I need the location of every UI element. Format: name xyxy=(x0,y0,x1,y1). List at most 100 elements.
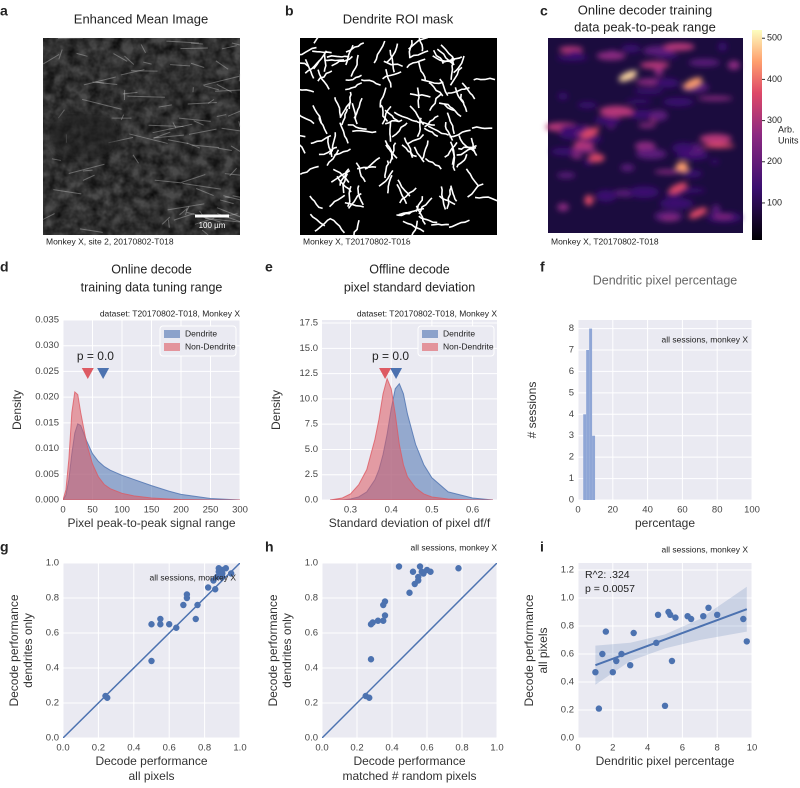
legend-swatch xyxy=(164,343,180,351)
chart-title: Offline decode xyxy=(369,262,449,276)
scatter-point xyxy=(194,602,200,608)
x-tick-label: 0.0 xyxy=(56,743,69,754)
x-tick-label: 6 xyxy=(680,743,685,754)
hist-bar xyxy=(583,414,586,500)
x-tick-label: 0.8 xyxy=(198,743,211,754)
scatter-point xyxy=(627,662,633,668)
y-tick-label: 0.2 xyxy=(305,698,318,709)
scatter-point xyxy=(157,616,163,622)
scatter-point xyxy=(410,569,416,575)
heat-blob xyxy=(597,51,626,60)
y-tick-label: 0.4 xyxy=(305,663,318,674)
heat-blob xyxy=(620,164,634,171)
y-tick-label: 15.0 xyxy=(300,343,319,354)
chart-title: Online decode xyxy=(111,262,192,276)
y-tick-label: 0.8 xyxy=(305,593,318,604)
p-value: p = 0.0 xyxy=(372,349,409,363)
colorbar-tick-label: 500 xyxy=(767,33,782,43)
heat-blob xyxy=(703,143,734,148)
y-axis-label: # sessions xyxy=(525,382,539,439)
x-axis-label: Decode performance xyxy=(353,754,465,768)
colorbar xyxy=(752,30,762,240)
roi-segment xyxy=(431,224,449,225)
y-tick-label: 6 xyxy=(569,366,574,377)
x-tick-label: 10 xyxy=(747,743,758,754)
hist-bar xyxy=(586,350,589,500)
x-axis-label: all pixels xyxy=(128,769,174,783)
scatter-point xyxy=(180,602,186,608)
scatter-point xyxy=(427,569,433,575)
scatter-point xyxy=(382,598,388,604)
x-tick-label: 4 xyxy=(645,743,650,754)
y-tick-label: 1.0 xyxy=(305,558,318,569)
hist-bar xyxy=(592,436,595,500)
x-axis-label: Dendritic pixel percentage xyxy=(596,754,735,768)
y-tick-label: 0 xyxy=(569,495,574,506)
y-tick-label: 2 xyxy=(569,452,574,463)
scatter-point xyxy=(603,628,609,634)
scatter-point xyxy=(104,695,110,701)
x-tick-label: 0.0 xyxy=(315,743,328,754)
x-tick-label: 0.4 xyxy=(385,743,398,754)
scatter-point xyxy=(599,651,605,657)
heat-blob xyxy=(571,148,597,153)
x-tick-label: 40 xyxy=(642,505,653,516)
chart-note: all sessions, monkey X xyxy=(411,542,498,552)
heat-blob xyxy=(713,215,734,219)
scatter-point xyxy=(148,621,154,627)
x-tick-label: 2 xyxy=(610,743,615,754)
chart-title: pixel standard deviation xyxy=(344,280,475,294)
heat-blob xyxy=(557,172,576,178)
stat-text: R^2: .324 xyxy=(585,569,630,581)
heat-blob xyxy=(640,61,669,68)
x-tick-label: 0.6 xyxy=(420,743,433,754)
y-axis-label: Decode performance xyxy=(7,594,21,706)
y-tick-label: 0.2 xyxy=(561,705,574,716)
heat-blob xyxy=(634,88,664,94)
panel-letter: c xyxy=(540,3,548,19)
chart-note: all sessions, monkey X xyxy=(662,544,749,554)
heat-blob xyxy=(626,99,652,104)
y-tick-label: 5 xyxy=(569,387,574,398)
heat-blob xyxy=(589,154,605,163)
x-tick-label: 0.6 xyxy=(163,743,176,754)
chart-title: training data tuning range xyxy=(81,280,223,294)
y-tick-label: 8 xyxy=(569,323,574,334)
scatter-point xyxy=(669,658,675,664)
heat-blob xyxy=(621,45,640,53)
heat-blob xyxy=(660,198,694,210)
heat-blob xyxy=(663,43,694,51)
x-tick-label: 1.0 xyxy=(233,743,246,754)
panel-title: Enhanced Mean Image xyxy=(74,11,208,26)
image-fiber xyxy=(181,48,208,49)
y-tick-label: 4 xyxy=(569,409,574,420)
heat-blob xyxy=(710,160,719,164)
y-axis-label: Decode performance xyxy=(266,594,280,706)
chart-note: dataset: T20170802-T018, Monkey X xyxy=(100,308,241,318)
scatter-point xyxy=(455,565,461,571)
colorbar-tick-label: 400 xyxy=(767,74,782,84)
y-tick-label: 0.6 xyxy=(561,649,574,660)
scatter-point xyxy=(366,695,372,701)
x-tick-label: 100 xyxy=(114,505,130,516)
legend-label: Dendrite xyxy=(185,328,217,338)
x-tick-label: 1.0 xyxy=(490,743,503,754)
heat-blob xyxy=(663,98,694,107)
hist-bar xyxy=(589,329,592,500)
y-tick-label: 1.0 xyxy=(561,593,574,604)
heat-blob xyxy=(599,106,633,117)
x-tick-label: 0 xyxy=(60,505,65,516)
y-tick-label: 0.8 xyxy=(46,593,59,604)
x-tick-label: 0.2 xyxy=(92,743,105,754)
panel-letter: e xyxy=(265,259,273,275)
y-tick-label: 0.2 xyxy=(46,698,59,709)
legend-label: Dendrite xyxy=(443,328,475,338)
scatter-point xyxy=(744,638,750,644)
y-tick-label: 0.0 xyxy=(46,733,59,744)
scatter-point xyxy=(396,563,402,569)
x-tick-label: 0 xyxy=(575,743,580,754)
panel-letter: a xyxy=(0,3,8,19)
y-tick-label: 0.4 xyxy=(561,677,574,688)
x-tick-label: 0.6 xyxy=(466,505,479,516)
x-tick-label: 0.2 xyxy=(350,743,363,754)
